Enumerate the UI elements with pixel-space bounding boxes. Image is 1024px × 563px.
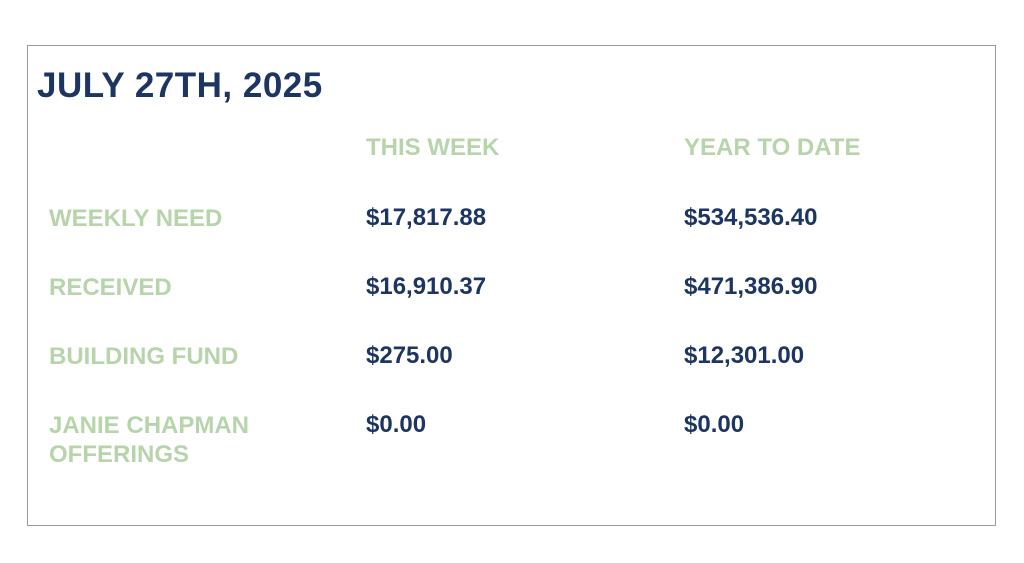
value-janie-chapman-this-week: $0.00 (366, 411, 427, 438)
value-received-ytd: $471,386.90 (684, 273, 818, 300)
value-received-this-week: $16,910.37 (366, 273, 487, 300)
value-building-fund-ytd: $12,301.00 (684, 342, 805, 369)
column-header-this-week: THIS WEEK (366, 134, 500, 161)
report-date-title: JULY 27TH, 2025 (37, 66, 323, 105)
column-header-year-to-date: YEAR TO DATE (684, 134, 861, 161)
row-label-building-fund: BUILDING FUND (49, 343, 239, 370)
row-label-received: RECEIVED (49, 274, 172, 301)
value-building-fund-this-week: $275.00 (366, 342, 453, 369)
value-weekly-need-this-week: $17,817.88 (366, 204, 487, 231)
row-label-janie-chapman-offerings: JANIE CHAPMAN OFFERINGS (49, 412, 250, 468)
value-weekly-need-ytd: $534,536.40 (684, 204, 818, 231)
value-janie-chapman-ytd: $0.00 (684, 411, 745, 438)
row-label-weekly-need: WEEKLY NEED (49, 205, 223, 232)
giving-report-card: JULY 27TH, 2025 THIS WEEK YEAR TO DATE W… (27, 45, 996, 526)
